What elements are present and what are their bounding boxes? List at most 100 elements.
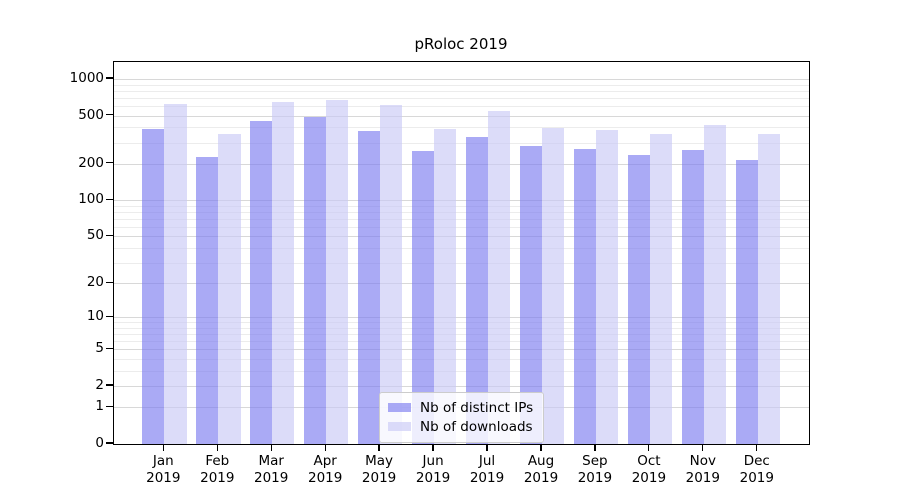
y-tick-mark-20 xyxy=(106,281,113,283)
gridline-70 xyxy=(114,218,809,220)
x-tick-label-feb: Feb 2019 xyxy=(200,453,235,486)
y-tick-mark-10 xyxy=(106,315,113,317)
bar-downloads-aug xyxy=(542,128,565,444)
gridline-1000 xyxy=(114,79,809,80)
gridline-6 xyxy=(114,341,809,343)
x-tick-label-mar: Mar 2019 xyxy=(254,453,289,486)
gridline-100 xyxy=(114,200,809,202)
y-tick-label-5: 5 xyxy=(95,340,104,357)
legend-swatch-downloads xyxy=(388,422,411,431)
gridline-900 xyxy=(114,84,809,86)
y-tick-mark-100 xyxy=(106,198,113,200)
legend-item-downloads: Nb of downloads xyxy=(388,417,533,436)
legend-label-downloads: Nb of downloads xyxy=(420,418,533,435)
y-tick-label-0: 0 xyxy=(95,435,104,451)
y-tick-mark-1 xyxy=(106,405,113,408)
gridline-700 xyxy=(114,97,809,99)
y-tick-mark-2 xyxy=(106,384,113,386)
bar-distinct-ips-aug xyxy=(519,146,542,444)
x-tick-label-sep: Sep 2019 xyxy=(577,453,613,486)
legend: Nb of distinct IPs Nb of downloads xyxy=(379,392,545,443)
bar-distinct-ips-feb xyxy=(196,156,219,444)
x-tick-mark-jun xyxy=(432,444,434,452)
legend-label-distinct-ips: Nb of distinct IPs xyxy=(420,399,534,416)
y-tick-label-1000: 1000 xyxy=(69,70,104,86)
x-tick-mark-nov xyxy=(702,444,704,452)
bar-downloads-mar xyxy=(272,101,295,444)
y-tick-label-2: 2 xyxy=(95,377,104,393)
y-tick-mark-1000 xyxy=(106,77,113,79)
gridline-4 xyxy=(114,359,809,360)
x-tick-mark-jan xyxy=(162,444,164,452)
y-tick-mark-0 xyxy=(106,442,113,444)
gridline-300 xyxy=(114,142,809,144)
gridline-50 xyxy=(114,236,809,238)
x-tick-label-oct: Oct 2019 xyxy=(631,453,667,486)
x-tick-mark-jul xyxy=(486,444,488,452)
x-tick-mark-feb xyxy=(216,444,218,452)
bar-distinct-ips-nov xyxy=(681,149,704,444)
bar-distinct-ips-oct xyxy=(627,154,650,444)
gridline-40 xyxy=(114,247,809,249)
bar-downloads-nov xyxy=(703,124,727,444)
x-tick-mark-mar xyxy=(270,444,272,452)
bar-downloads-sep xyxy=(595,129,619,444)
gridline-3 xyxy=(114,370,809,372)
bar-downloads-apr xyxy=(326,99,349,444)
gridline-400 xyxy=(114,127,809,129)
y-tick-label-10: 10 xyxy=(86,308,104,325)
bar-distinct-ips-dec xyxy=(735,160,758,444)
x-tick-mark-dec xyxy=(756,444,758,452)
bar-distinct-ips-mar xyxy=(249,120,273,444)
bar-downloads-jan xyxy=(164,104,187,444)
y-tick-mark-200 xyxy=(106,162,113,164)
x-tick-mark-apr xyxy=(324,444,326,452)
y-tick-mark-500 xyxy=(106,113,113,116)
bar-distinct-ips-jan xyxy=(142,128,165,444)
gridline-60 xyxy=(114,226,809,228)
gridline-600 xyxy=(114,106,809,107)
x-tick-label-nov: Nov 2019 xyxy=(685,453,720,486)
y-tick-label-500: 500 xyxy=(78,106,104,123)
gridline-10 xyxy=(114,317,809,319)
x-tick-label-aug: Aug 2019 xyxy=(523,453,559,486)
x-tick-mark-sep xyxy=(594,444,596,452)
bar-distinct-ips-apr xyxy=(303,116,327,444)
x-tick-label-jun: Jun 2019 xyxy=(415,453,451,486)
bar-downloads-jul xyxy=(488,111,511,444)
legend-item-distinct-ips: Nb of distinct IPs xyxy=(388,398,533,417)
y-tick-label-200: 200 xyxy=(78,154,104,171)
bar-distinct-ips-jul xyxy=(465,136,488,444)
gridline-8 xyxy=(114,327,809,329)
x-tick-mark-may xyxy=(378,444,380,452)
gridline-7 xyxy=(114,334,809,336)
gridline-5 xyxy=(114,349,809,351)
bar-downloads-may xyxy=(380,104,403,444)
x-tick-label-may: May 2019 xyxy=(361,453,397,486)
bar-distinct-ips-jun xyxy=(411,150,435,444)
y-tick-label-50: 50 xyxy=(86,227,104,244)
bar-distinct-ips-sep xyxy=(573,148,596,444)
chart-title: pRoloc 2019 xyxy=(414,35,508,53)
x-tick-label-apr: Apr 2019 xyxy=(308,453,343,486)
y-tick-label-1: 1 xyxy=(95,398,104,415)
gridline-30 xyxy=(114,262,809,264)
gridline-2 xyxy=(114,386,809,387)
y-tick-label-20: 20 xyxy=(86,274,104,291)
y-tick-label-100: 100 xyxy=(78,191,104,208)
gridline-9 xyxy=(114,322,809,324)
gridline-80 xyxy=(114,211,809,213)
x-tick-label-dec: Dec 2019 xyxy=(739,453,774,486)
gridline-20 xyxy=(114,283,809,285)
x-tick-mark-oct xyxy=(648,444,650,452)
gridline-500 xyxy=(114,115,809,117)
y-tick-mark-50 xyxy=(106,234,113,236)
bar-downloads-oct xyxy=(649,133,673,444)
bar-downloads-jun xyxy=(434,128,457,444)
x-tick-label-jul: Jul 2019 xyxy=(469,453,505,486)
gridline-200 xyxy=(114,163,809,165)
legend-swatch-distinct-ips xyxy=(388,403,411,412)
gridline-90 xyxy=(114,205,809,207)
plot-area: Nb of distinct IPs Nb of downloads xyxy=(113,61,810,445)
